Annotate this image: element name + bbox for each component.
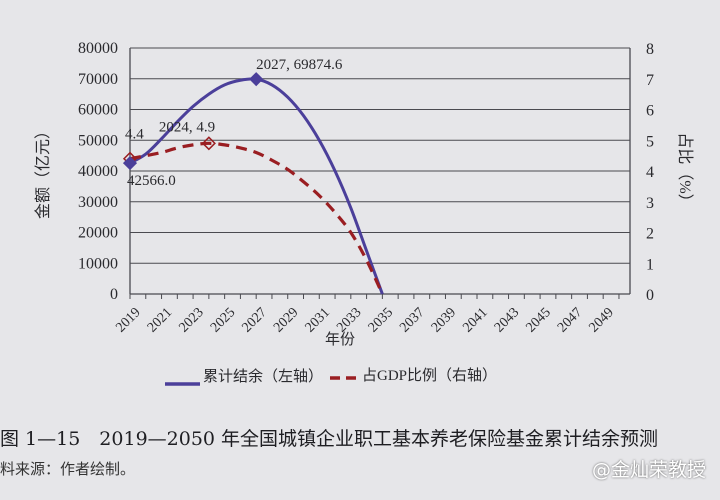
x-tick-label: 2023 [176,305,206,335]
annotation-marker [122,156,138,171]
y-left-tick-label: 10000 [78,255,118,272]
x-tick-label: 2041 [460,305,490,335]
x-tick-label: 2025 [208,305,238,335]
data-label: 2027, 69874.6 [256,57,343,73]
data-label: 42566.0 [127,173,176,189]
watermark: @金灿荣教授 [591,459,706,481]
x-tick-label: 2039 [429,305,459,335]
y-left-tick-label: 30000 [78,194,118,211]
y-left-tick-label: 20000 [78,225,118,242]
legend-label: 累计结余（左轴） [203,367,323,385]
y-right-tick-label: 7 [646,72,654,89]
y-right-tick-label: 3 [646,195,654,212]
x-tick-label: 2031 [303,305,333,335]
y-right-tick-label: 8 [646,41,654,58]
x-tick-label: 2027 [240,305,270,335]
y-right-tick-label: 1 [646,256,654,273]
x-tick-label: 2045 [523,305,553,335]
y-right-tick-label: 2 [646,226,654,243]
y-left-tick-label: 60000 [78,102,118,119]
y-left-tick-label: 70000 [78,71,118,88]
annotation-marker [249,72,264,87]
y-left-tick-label: 0 [110,286,118,303]
y-left-tick-label: 50000 [78,132,118,149]
x-axis-title: 年份 [325,331,355,348]
y-left-axis-title: 金额（亿元） [34,123,52,219]
figure-caption: 图 1—15 2019—2050 年全国城镇企业职工基本养老保险基金累计结余预测 [0,428,659,450]
y-right-axis-title: 占比（%） [676,132,694,209]
y-right-tick-label: 4 [646,164,654,181]
x-tick-label: 2043 [492,305,522,335]
x-tick-label: 2049 [587,305,617,335]
x-tick-label: 2029 [271,305,301,335]
data-label: 2024, 4.9 [159,119,215,135]
annotation-marker [201,136,216,151]
figure-source: 料来源：作者绘制。 [0,460,136,478]
x-tick-label: 2037 [397,305,427,335]
x-tick-label: 2019 [113,305,143,335]
y-right-tick-label: 6 [646,103,654,120]
legend-label: 占GDP比例（右轴） [362,367,497,384]
y-right-tick-label: 0 [646,287,654,304]
y-right-tick-label: 5 [646,133,654,150]
data-label: 4.4 [125,127,144,143]
x-tick-label: 2021 [145,305,175,335]
chart: 0 10000 20000 30000 40000 50000 60000 70000 8000… [34,40,694,386]
x-tick-label: 2035 [366,305,396,335]
series-line-1 [129,141,384,295]
x-tick-label: 2047 [555,305,585,335]
y-left-tick-label: 40000 [78,163,118,180]
y-left-tick-label: 80000 [78,40,118,57]
x-tick-label: 2033 [334,305,364,335]
